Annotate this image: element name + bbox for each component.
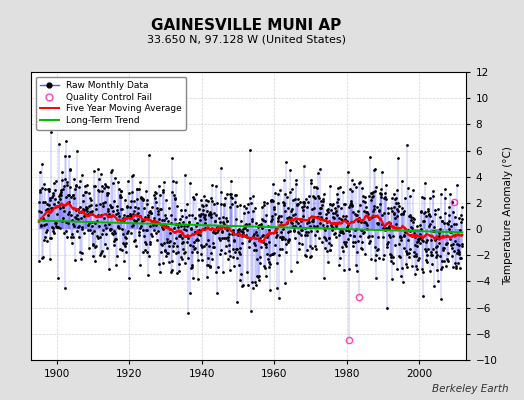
Text: 33.650 N, 97.128 W (United States): 33.650 N, 97.128 W (United States): [147, 34, 346, 44]
Legend: Raw Monthly Data, Quality Control Fail, Five Year Moving Average, Long-Term Tren: Raw Monthly Data, Quality Control Fail, …: [36, 76, 186, 130]
Text: GAINESVILLE MUNI AP: GAINESVILLE MUNI AP: [151, 18, 342, 33]
Y-axis label: Temperature Anomaly (°C): Temperature Anomaly (°C): [503, 146, 513, 286]
Text: Berkeley Earth: Berkeley Earth: [432, 384, 508, 394]
